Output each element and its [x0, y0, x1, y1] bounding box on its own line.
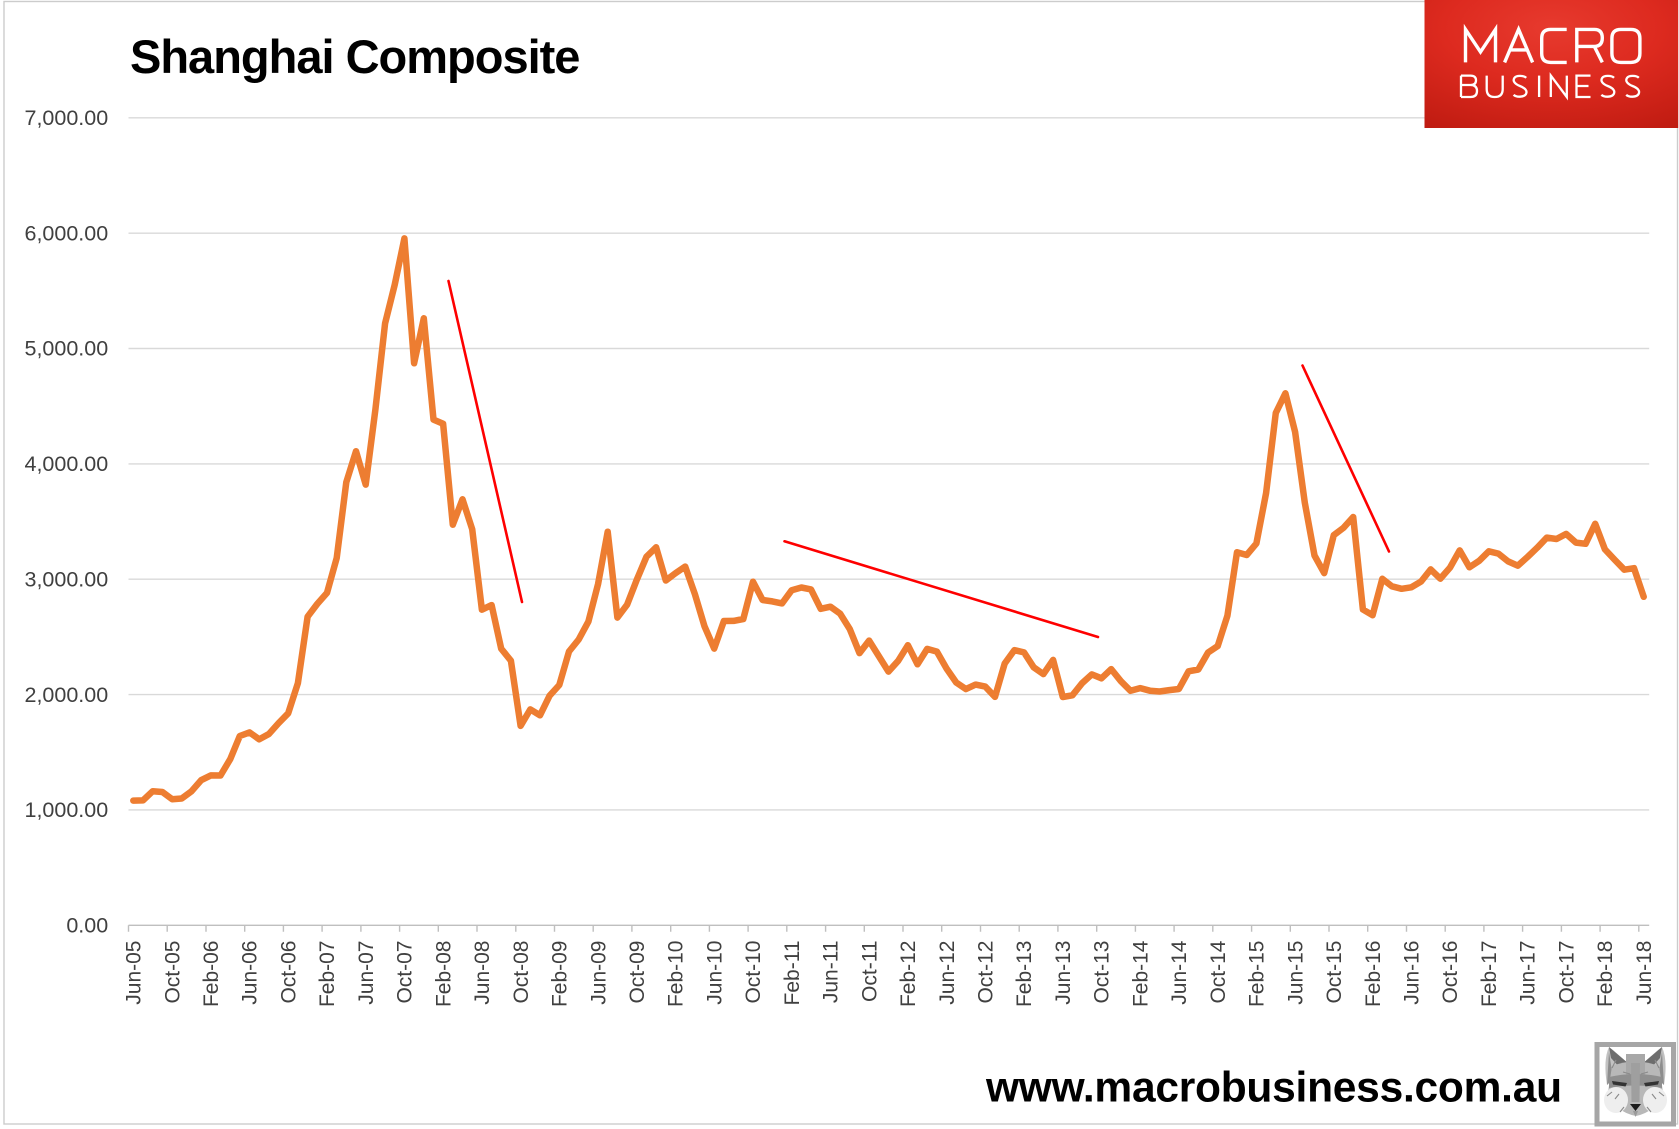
svg-text:Oct-07: Oct-07	[394, 941, 417, 1004]
svg-text:6,000.00: 6,000.00	[24, 221, 108, 245]
svg-text:Oct-11: Oct-11	[858, 941, 881, 1002]
svg-text:Feb-13: Feb-13	[1013, 941, 1036, 1008]
svg-text:Jun-15: Jun-15	[1284, 941, 1307, 1005]
svg-text:Feb-16: Feb-16	[1362, 941, 1385, 1008]
svg-text:Feb-18: Feb-18	[1594, 941, 1617, 1008]
svg-text:Jun-05: Jun-05	[123, 941, 146, 1005]
svg-text:Jun-17: Jun-17	[1517, 941, 1540, 1005]
svg-text:Feb-09: Feb-09	[549, 941, 572, 1008]
svg-text:Jun-06: Jun-06	[239, 941, 262, 1005]
svg-text:Jun-18: Jun-18	[1633, 941, 1656, 1005]
svg-text:4,000.00: 4,000.00	[24, 452, 108, 476]
svg-text:Oct-14: Oct-14	[1207, 940, 1230, 1003]
svg-text:Oct-06: Oct-06	[277, 941, 300, 1004]
svg-text:Shanghai Composite: Shanghai Composite	[130, 30, 579, 83]
svg-text:7,000.00: 7,000.00	[24, 106, 108, 130]
svg-text:Jun-07: Jun-07	[355, 941, 378, 1005]
svg-text:Feb-06: Feb-06	[200, 941, 223, 1008]
svg-text:Jun-14: Jun-14	[1168, 940, 1191, 1005]
svg-text:Jun-13: Jun-13	[1052, 941, 1075, 1005]
svg-text:Jun-16: Jun-16	[1401, 941, 1424, 1005]
svg-text:Oct-08: Oct-08	[510, 941, 533, 1004]
svg-text:Oct-13: Oct-13	[1091, 941, 1114, 1004]
svg-text:Oct-17: Oct-17	[1555, 941, 1578, 1004]
svg-text:Jun-10: Jun-10	[703, 941, 726, 1005]
svg-text:5,000.00: 5,000.00	[24, 337, 108, 361]
svg-text:Feb-15: Feb-15	[1246, 941, 1269, 1008]
svg-text:Jun-11: Jun-11	[820, 941, 843, 1004]
svg-text:Feb-17: Feb-17	[1478, 941, 1501, 1008]
svg-text:Oct-10: Oct-10	[742, 941, 765, 1004]
svg-text:Feb-11: Feb-11	[781, 941, 804, 1006]
svg-text:1,000.00: 1,000.00	[24, 798, 108, 822]
svg-text:Oct-09: Oct-09	[626, 941, 649, 1004]
svg-text:Feb-12: Feb-12	[897, 941, 920, 1008]
svg-text:2,000.00: 2,000.00	[24, 683, 108, 707]
svg-text:3,000.00: 3,000.00	[24, 567, 108, 591]
svg-text:Oct-15: Oct-15	[1323, 941, 1346, 1004]
svg-text:Jun-12: Jun-12	[936, 941, 959, 1005]
svg-text:Oct-12: Oct-12	[975, 941, 998, 1004]
svg-text:Oct-05: Oct-05	[161, 941, 184, 1004]
svg-text:Jun-09: Jun-09	[587, 941, 610, 1005]
svg-text:Feb-08: Feb-08	[432, 941, 455, 1008]
svg-text:Jun-08: Jun-08	[471, 941, 494, 1005]
svg-text:Feb-10: Feb-10	[665, 941, 688, 1008]
svg-text:Feb-07: Feb-07	[316, 941, 339, 1008]
svg-text:Oct-16: Oct-16	[1439, 941, 1462, 1004]
svg-text:Feb-14: Feb-14	[1129, 940, 1152, 1007]
svg-text:0.00: 0.00	[66, 914, 108, 938]
svg-text:www.macrobusiness.com.au: www.macrobusiness.com.au	[985, 1065, 1562, 1112]
